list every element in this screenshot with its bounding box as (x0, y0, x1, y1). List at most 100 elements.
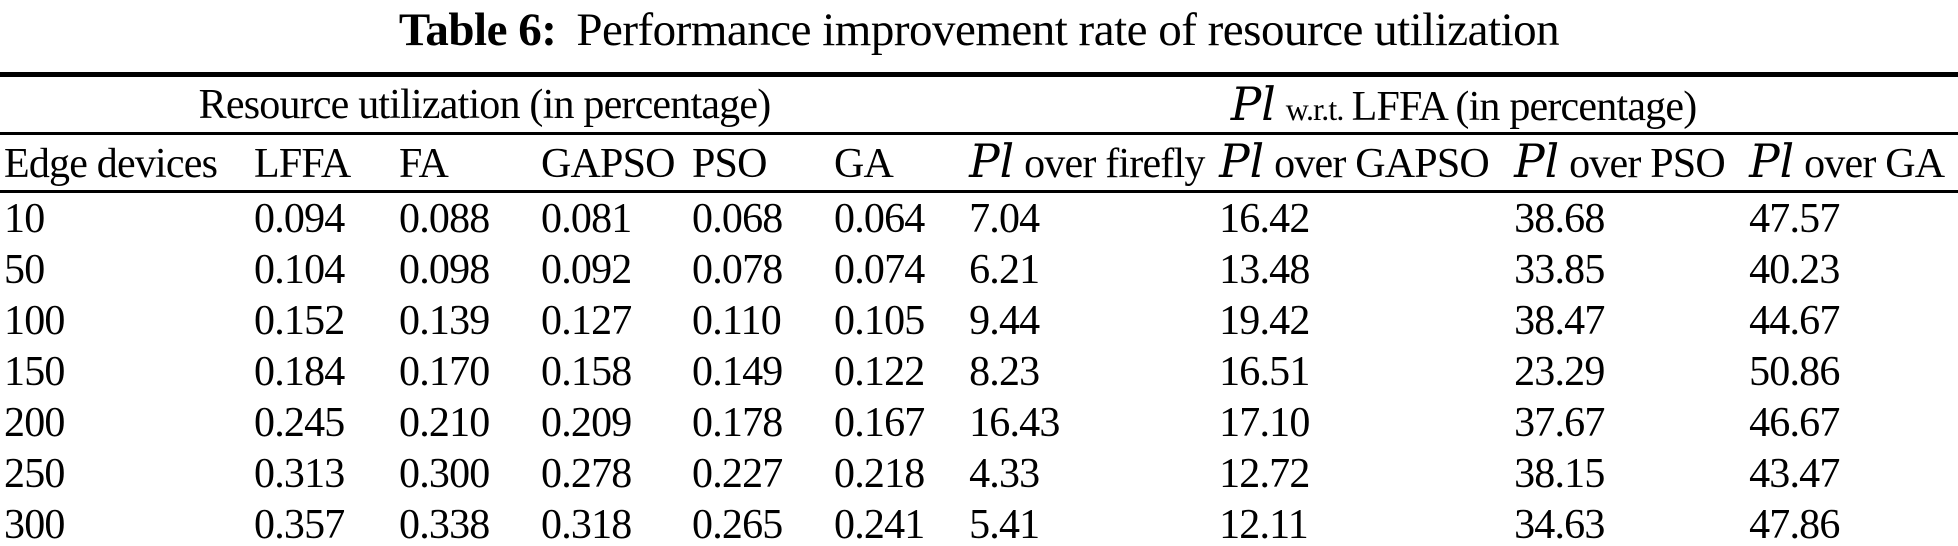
table-cell: 0.265 (692, 501, 783, 546)
col-header-fa: FA (395, 133, 537, 193)
pl-symbol: Pl (1219, 135, 1265, 188)
table-cell: 50.86 (1749, 348, 1840, 395)
table-row: 200 0.245 0.210 0.209 0.178 0.167 16.43 … (0, 397, 1958, 448)
column-header-row: Edge devices LFFA FA GAPSO PSO GA Pl over… (0, 133, 1958, 193)
table-row: 150 0.184 0.170 0.158 0.149 0.122 8.23 1… (0, 346, 1958, 397)
table-caption-label: Table 6: (398, 4, 557, 56)
table-cell: 0.300 (399, 450, 490, 497)
table-cell: 46.67 (1749, 399, 1840, 446)
group-header-row: Resource utilization (in percentage) Pl w… (0, 74, 1958, 135)
table-cell: 0.152 (254, 297, 345, 344)
table-cell: 5.41 (969, 501, 1040, 546)
table-cell: 0.088 (399, 195, 490, 242)
table-cell: 0.158 (541, 348, 632, 395)
table-cell: 250 (4, 450, 65, 497)
wrt-text: w.r.t. (1285, 92, 1345, 127)
table-cell: 12.11 (1219, 501, 1309, 546)
table-cell: 0.167 (834, 399, 925, 446)
table-cell: 0.122 (834, 348, 925, 395)
pl-symbol: Pl (1230, 78, 1276, 131)
col-header-gapso: GAPSO (537, 133, 688, 193)
group-header-right-text: LFFA (in percentage) (1351, 84, 1698, 130)
table-cell: 38.68 (1514, 195, 1605, 242)
table-cell: 33.85 (1514, 246, 1605, 293)
table-cell: 0.184 (254, 348, 345, 395)
col-header-pl-over-gapso: Pl over GAPSO (1215, 133, 1511, 193)
col-header-label: over PSO (1569, 141, 1726, 187)
table-caption-text: Performance improvement rate of resource… (576, 4, 1560, 56)
table-cell: 0.245 (254, 399, 345, 446)
table-cell: 0.068 (692, 195, 783, 242)
table-cell: 12.72 (1219, 450, 1310, 497)
table-cell: 0.104 (254, 246, 345, 293)
table-cell: 100 (4, 297, 65, 344)
table-cell: 9.44 (969, 297, 1040, 344)
table-cell: 40.23 (1749, 246, 1840, 293)
col-header-label: over GAPSO (1274, 141, 1490, 187)
table-cell: 37.67 (1514, 399, 1605, 446)
table-cell: 0.227 (692, 450, 783, 497)
table-cell: 0.064 (834, 195, 925, 242)
table-cell: 38.47 (1514, 297, 1605, 344)
table-cell: 0.074 (834, 246, 925, 293)
table-cell: 0.278 (541, 450, 632, 497)
table-cell: 8.23 (969, 348, 1040, 395)
table-cell: 34.63 (1514, 501, 1605, 546)
table-cell: 0.357 (254, 501, 345, 546)
pl-symbol: Pl (1514, 135, 1560, 188)
table-cell: 0.338 (399, 501, 490, 546)
table-cell: 0.092 (541, 246, 632, 293)
table-cell: 0.210 (399, 399, 490, 446)
table-cell: 0.094 (254, 195, 345, 242)
group-header-pl-wrt-lffa: Pl w.r.t. LFFA (in percentage) (965, 74, 1958, 135)
col-header-pso: PSO (688, 133, 830, 193)
table-cell: 43.47 (1749, 450, 1840, 497)
table-cell: 7.04 (969, 195, 1040, 242)
table-row: 10 0.094 0.088 0.081 0.068 0.064 7.04 16… (0, 192, 1958, 245)
col-header-ga: GA (830, 133, 966, 193)
table-row: 250 0.313 0.300 0.278 0.227 0.218 4.33 1… (0, 448, 1958, 499)
table-cell: 200 (4, 399, 65, 446)
table-caption: Table 6: Performance improvement rate of … (0, 0, 1958, 72)
col-header-lffa: LFFA (250, 133, 395, 193)
table-cell: 44.67 (1749, 297, 1840, 344)
table-cell: 0.241 (834, 501, 925, 546)
table-cell: 0.110 (692, 297, 782, 344)
table-cell: 0.318 (541, 501, 632, 546)
table-cell: 16.51 (1219, 348, 1310, 395)
table-cell: 19.42 (1219, 297, 1310, 344)
group-header-resource-utilization: Resource utilization (in percentage) (0, 74, 966, 135)
pl-symbol: Pl (1749, 135, 1795, 188)
table-cell: 10 (4, 195, 45, 242)
table-cell: 0.209 (541, 399, 632, 446)
col-header-label: over firefly (1024, 141, 1205, 187)
col-header-pl-over-pso: Pl over PSO (1510, 133, 1746, 193)
table-cell: 16.42 (1219, 195, 1310, 242)
table-cell: 16.43 (969, 399, 1060, 446)
table-row: 100 0.152 0.139 0.127 0.110 0.105 9.44 1… (0, 295, 1958, 346)
table-cell: 6.21 (969, 246, 1040, 293)
table-cell: 4.33 (969, 450, 1040, 497)
table-cell: 0.149 (692, 348, 783, 395)
table-cell: 0.313 (254, 450, 345, 497)
table-cell: 150 (4, 348, 65, 395)
table-cell: 0.081 (541, 195, 632, 242)
table-row: 300 0.357 0.338 0.318 0.265 0.241 5.41 1… (0, 499, 1958, 546)
table-cell: 38.15 (1514, 450, 1605, 497)
table-cell: 0.078 (692, 246, 783, 293)
table-cell: 0.098 (399, 246, 490, 293)
table-cell: 17.10 (1219, 399, 1310, 446)
table-cell: 47.86 (1749, 501, 1840, 546)
table-cell: 23.29 (1514, 348, 1605, 395)
col-header-pl-over-ga: Pl over GA (1745, 133, 1958, 193)
table-cell: 0.139 (399, 297, 490, 344)
table-cell: 300 (4, 501, 65, 546)
table-row: 50 0.104 0.098 0.092 0.078 0.074 6.21 13… (0, 244, 1958, 295)
col-header-edge-devices: Edge devices (0, 133, 250, 193)
col-header-pl-over-firefly: Pl over firefly (965, 133, 1216, 193)
table-cell: 13.48 (1219, 246, 1310, 293)
table-cell: 47.57 (1749, 195, 1840, 242)
table-cell: 0.170 (399, 348, 490, 395)
col-header-label: over GA (1804, 141, 1945, 187)
